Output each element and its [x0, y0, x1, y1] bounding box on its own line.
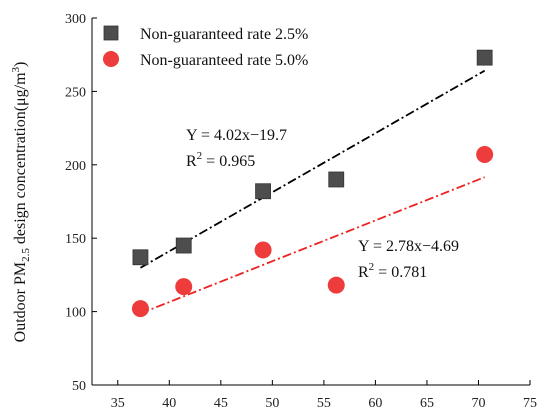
legend-label-series-1: Non-guaranteed rate 2.5%: [140, 26, 308, 43]
x-tick-label: 35: [111, 396, 125, 411]
r-squared-1: R2 = 0.965: [186, 150, 255, 170]
r-squared-2: R2 = 0.781: [358, 261, 427, 281]
legend-marker-square: [103, 25, 119, 41]
plot-frame: [91, 18, 530, 386]
r-squared-2-exponent: 2: [369, 261, 375, 273]
data-point-series-1: [255, 183, 271, 200]
legend-label-series-2: Non-guaranteed rate 5.0%: [140, 52, 308, 69]
y-axis-title-subscript: 2.5: [20, 248, 32, 262]
data-point-series-2: [476, 146, 494, 164]
r-squared-1-value: = 0.965: [202, 153, 255, 170]
y-axis-title-suffix: ): [12, 62, 29, 67]
legend-marker-circle: [103, 51, 119, 67]
y-tick-label: 300: [65, 12, 86, 27]
fit-annotation-series-2: Y = 2.78x−4.69 R2 = 0.781: [358, 238, 459, 281]
data-point-series-1: [476, 49, 493, 66]
data-point-series-2: [327, 276, 345, 294]
fit-equation-1: Y = 4.02x−19.7: [186, 127, 287, 144]
fit-annotation-series-1: Y = 4.02x−19.7 R2 = 0.965: [186, 127, 287, 170]
r-squared-2-label: R: [358, 264, 369, 281]
y-axis-title-middle: design concentration(μg/m: [12, 72, 29, 248]
x-tick-label: 75: [523, 396, 537, 411]
x-ticks: 35 40 45 50 55 60 65 70 75: [111, 380, 537, 411]
x-tick-label: 70: [471, 396, 485, 411]
data-point-series-1: [132, 249, 149, 266]
fit-line-series-2: [140, 176, 485, 315]
r-squared-1-label: R: [186, 153, 197, 170]
fit-lines: [139, 69, 486, 315]
data-point-series-2: [175, 278, 193, 296]
y-tick-label: 200: [65, 159, 86, 174]
r-squared-1-exponent: 2: [197, 150, 203, 162]
x-tick-label: 40: [162, 396, 176, 411]
legend: Non-guaranteed rate 2.5% Non-guaranteed …: [103, 25, 308, 69]
fit-line-series-1: [139, 69, 486, 269]
x-tick-label: 45: [214, 396, 228, 411]
r-squared-2-value: = 0.781: [374, 264, 427, 281]
y-axis-title-superscript: 3: [10, 66, 22, 72]
x-tick-label: 55: [317, 396, 331, 411]
data-points: [131, 49, 494, 318]
y-tick-label: 250: [65, 85, 86, 100]
data-point-series-1: [328, 171, 345, 188]
data-point-series-2: [254, 241, 272, 259]
x-tick-label: 65: [420, 396, 434, 411]
data-point-series-1: [175, 237, 192, 254]
y-tick-label: 100: [65, 306, 86, 321]
y-axis-title: Outdoor PM2.5 design concentration(μg/m3…: [10, 62, 32, 343]
fit-equation-2: Y = 2.78x−4.69: [358, 238, 459, 255]
x-tick-label: 60: [368, 396, 382, 411]
y-tick-label: 50: [72, 379, 86, 394]
y-tick-label: 150: [65, 232, 86, 247]
y-ticks: 50 100 150 200 250 300: [65, 12, 97, 394]
data-point-series-2: [131, 300, 149, 318]
x-tick-label: 50: [265, 396, 279, 411]
y-axis-title-prefix: Outdoor PM: [12, 262, 29, 342]
